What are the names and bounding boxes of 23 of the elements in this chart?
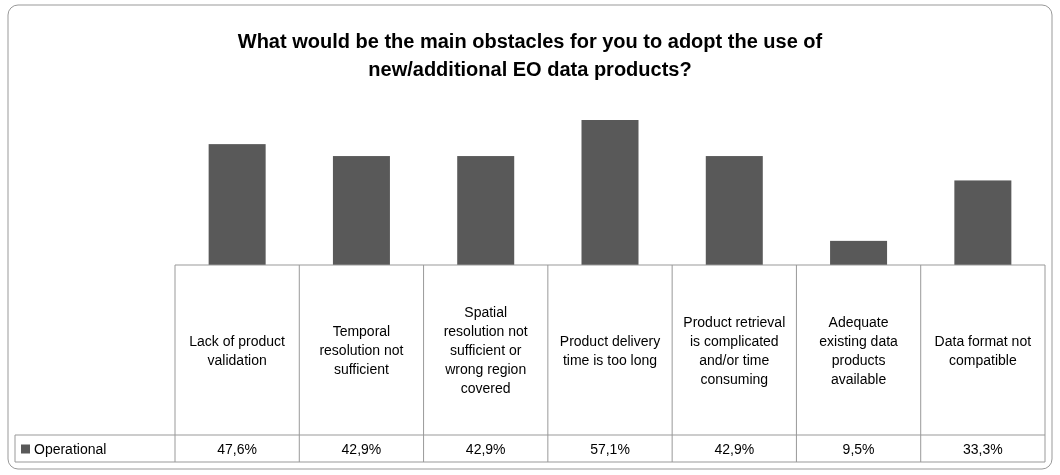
x-tick-label: Product retrieval is complicated and/or time consuming	[683, 313, 786, 387]
x-tick-label: Adequate existing data products available	[819, 313, 899, 387]
bar	[830, 240, 888, 265]
data-label: 57,1%	[590, 440, 630, 457]
data-label: 42,9%	[341, 440, 382, 457]
data-label: 33,3%	[963, 440, 1003, 457]
bar	[208, 144, 266, 265]
bar	[581, 120, 639, 265]
legend-label: Operational	[34, 440, 107, 457]
data-label: 42,9%	[714, 440, 755, 457]
data-label: 42,9%	[465, 440, 506, 457]
x-tick-label: Spatial resolution not sufficient or wrong region covered	[443, 304, 528, 396]
bar	[705, 156, 763, 265]
x-tick-label: Lack of product validation	[189, 332, 286, 368]
x-tick-label: Temporal resolution not sufficient	[319, 323, 404, 377]
bar	[332, 156, 390, 265]
x-tick-label: Data format not compatible	[934, 332, 1032, 368]
bar	[954, 180, 1012, 265]
x-tick-label: Product delivery time is too long	[559, 332, 661, 368]
data-label: 9,5%	[842, 440, 875, 457]
chart-title: What would be the main obstacles for you to adopt the use of new/additional EO data products?	[237, 30, 823, 80]
bar	[457, 156, 515, 265]
data-label: 47,6%	[217, 440, 257, 457]
